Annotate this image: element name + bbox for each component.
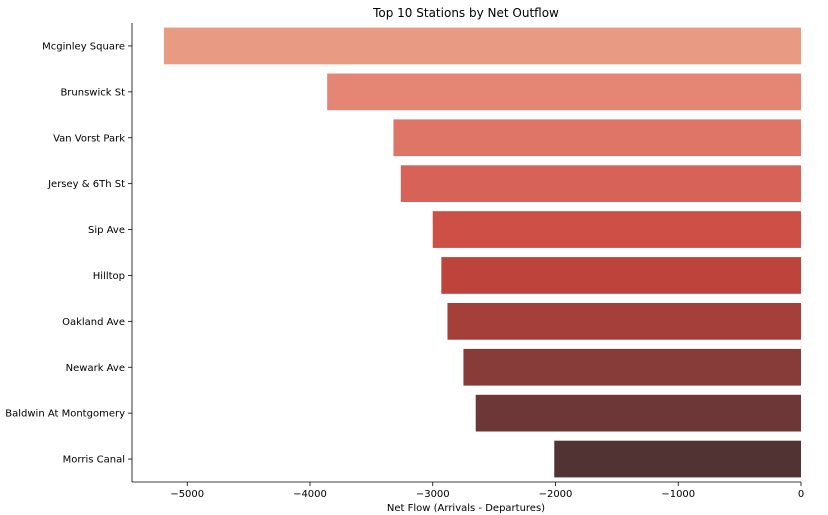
x-tick-label: −5000 [170, 489, 204, 500]
y-tick-label: Oakland Ave [62, 317, 125, 328]
bar [463, 348, 801, 386]
x-tick-label: −2000 [539, 489, 573, 500]
x-tick-label: −1000 [661, 489, 695, 500]
bar [554, 440, 801, 478]
x-tick-label: 0 [798, 489, 804, 500]
x-axis-label: Net Flow (Arrivals - Departures) [387, 503, 545, 514]
bar [393, 119, 801, 157]
x-tick-label: −4000 [293, 489, 327, 500]
bar [163, 27, 802, 65]
y-tick-label: Van Vorst Park [53, 133, 125, 144]
x-tick-label: −3000 [416, 489, 450, 500]
y-tick-label: Mcginley Square [42, 41, 125, 52]
bar [441, 257, 801, 294]
y-tick-label: Newark Ave [66, 363, 125, 374]
x-ticks: −5000 −4000 −3000 −2000 −1000 0 [170, 482, 804, 500]
y-tick-label: Baldwin At Montgomery [5, 409, 125, 420]
bar [327, 73, 801, 111]
bar [475, 394, 801, 432]
bar [432, 211, 801, 248]
axes-frame [131, 23, 801, 483]
y-tick-label: Morris Canal [63, 455, 125, 466]
y-tick-label: Hilltop [93, 271, 125, 282]
y-tick-label: Sip Ave [88, 225, 125, 236]
y-tick-label: Jersey & 6Th St [47, 179, 125, 190]
bars-group [163, 27, 802, 478]
y-tick-labels: Mcginley Square Brunswick St Van Vorst Par… [5, 41, 132, 466]
bar [447, 302, 801, 340]
y-tick-label: Brunswick St [60, 87, 125, 98]
chart-title: Top 10 Stations by Net Outflow [372, 6, 559, 20]
bar [400, 165, 801, 203]
